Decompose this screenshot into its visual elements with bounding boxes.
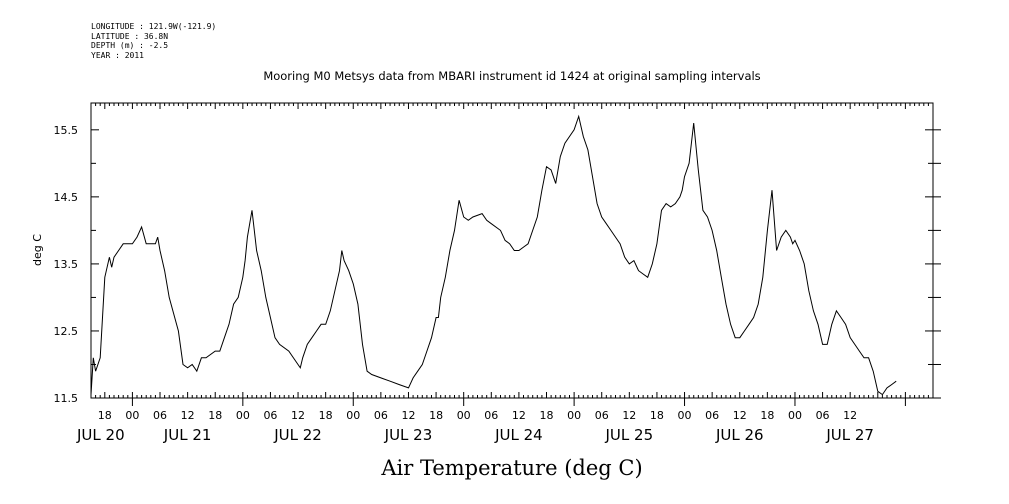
x-tick-label: 18 (540, 409, 554, 422)
x-tick-label: 06 (816, 409, 830, 422)
x-tick-label: 06 (374, 409, 388, 422)
x-tick-label: 00 (678, 409, 692, 422)
x-tick-label: 00 (125, 409, 139, 422)
x-tick-label: 12 (401, 409, 415, 422)
x-tick-label: 18 (98, 409, 112, 422)
x-tick-label: 18 (429, 409, 443, 422)
x-tick-label: 00 (346, 409, 360, 422)
year-label: YEAR : 2011 (91, 50, 144, 60)
latitude-label: LATITUDE : 36.8N (91, 31, 169, 41)
date-label: JUL 22 (273, 426, 322, 444)
x-tick-label: 06 (263, 409, 277, 422)
x-tick-label: 18 (650, 409, 664, 422)
y-tick-label: 12.5 (54, 325, 79, 338)
x-axis-labels: 18 00 06 12 18 00 06 12 18 00 06 12 18 00 06 12 18 00 06 12… (98, 409, 857, 422)
x-axis-title: Air Temperature (deg C) (380, 456, 642, 480)
x-tick-label: 00 (567, 409, 581, 422)
x-tick-label: 18 (319, 409, 333, 422)
y-axis-title: deg C (31, 234, 44, 266)
ticks (90, 103, 941, 406)
x-tick-label: 18 (760, 409, 774, 422)
x-tick-label: 06 (153, 409, 167, 422)
date-label: JUL 20 (76, 426, 125, 444)
x-tick-label: 06 (705, 409, 719, 422)
x-tick-label: 00 (236, 409, 250, 422)
y-tick-label: 11.5 (54, 392, 79, 405)
plot-frame (90, 102, 934, 399)
x-tick-label: 12 (512, 409, 526, 422)
longitude-label: LONGITUDE : 121.9W(-121.9) (91, 22, 217, 31)
y-tick-label: 14.5 (54, 191, 79, 204)
date-label: JUL 25 (605, 426, 654, 444)
date-label: JUL 26 (715, 426, 764, 444)
date-label: JUL 21 (163, 426, 212, 444)
chart-title: Mooring M0 Metsys data from MBARI instru… (263, 69, 760, 83)
depth-label: DEPTH (m) : -2.5 (91, 41, 169, 50)
x-tick-label: 18 (208, 409, 222, 422)
x-tick-label: 12 (622, 409, 636, 422)
y-tick-label: 15.5 (54, 124, 79, 137)
x-tick-label: 06 (484, 409, 498, 422)
x-tick-label: 06 (595, 409, 609, 422)
x-tick-label: 00 (457, 409, 471, 422)
metadata-block: LONGITUDE : 121.9W(-121.9) LATITUDE : 36… (91, 22, 216, 60)
x-tick-label: 12 (181, 409, 195, 422)
date-label: JUL 23 (384, 426, 433, 444)
date-label: JUL 24 (494, 426, 543, 444)
x-tick-label: 00 (788, 409, 802, 422)
date-label: JUL 27 (825, 426, 874, 444)
x-tick-label: 12 (843, 409, 857, 422)
y-axis-labels: 11.5 12.5 13.5 14.5 15.5 (54, 124, 79, 405)
x-tick-label: 12 (733, 409, 747, 422)
date-labels: JUL 20 JUL 21 JUL 22 JUL 23 JUL 24 JUL 25 JUL … (76, 426, 874, 444)
x-tick-label: 12 (291, 409, 305, 422)
y-tick-label: 13.5 (54, 258, 79, 271)
series-line (90, 114, 897, 396)
